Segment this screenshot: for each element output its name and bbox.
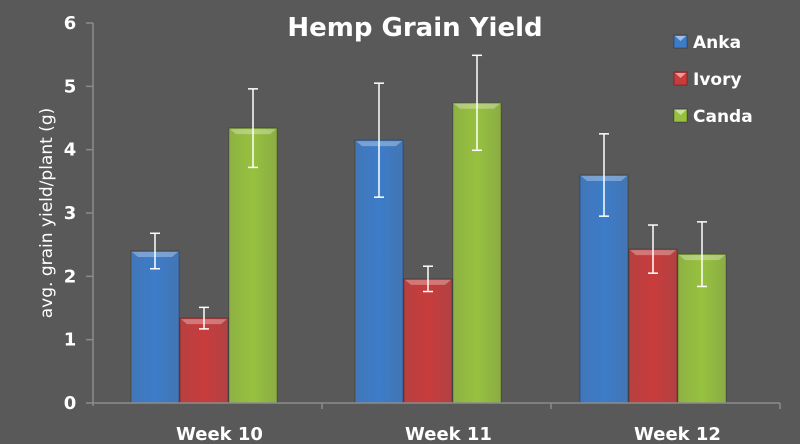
y-tick-label: 4 — [64, 140, 77, 161]
error-bar — [199, 306, 209, 330]
y-axis: 0 1 2 3 4 5 6 — [64, 13, 94, 414]
bar-anka — [130, 232, 180, 404]
legend-item-ivory: Ivory — [673, 70, 742, 90]
bar-canda — [228, 88, 278, 404]
bar-ivory — [403, 265, 453, 404]
chart-title: Hemp Grain Yield — [287, 13, 542, 43]
legend-label: Canda — [693, 107, 753, 127]
error-bar — [374, 82, 384, 198]
error-bar — [599, 133, 609, 217]
x-tick-label: Week 11 — [405, 424, 492, 444]
x-tick-label: Week 12 — [634, 424, 721, 444]
y-tick-label: 5 — [64, 76, 77, 97]
bars — [130, 54, 727, 404]
bar-canda — [452, 54, 502, 404]
error-bar — [472, 54, 482, 152]
y-axis-label: avg. grain yield/plant (g) — [37, 108, 57, 319]
y-tick-label: 2 — [64, 266, 77, 287]
legend-label: Ivory — [693, 70, 742, 90]
bar-anka — [354, 82, 404, 404]
y-tick-label: 0 — [64, 393, 77, 414]
error-bar — [423, 265, 433, 293]
y-tick-label: 6 — [64, 13, 77, 34]
bar-anka — [579, 133, 629, 404]
legend: Anka Ivory Canda — [673, 33, 753, 127]
legend-item-canda: Canda — [673, 107, 753, 127]
error-bar — [697, 221, 707, 288]
y-tick-label: 3 — [64, 203, 77, 224]
bar-ivory — [628, 224, 678, 404]
x-axis: Week 10 Week 11 Week 12 — [93, 402, 781, 444]
x-tick-label: Week 10 — [176, 424, 263, 444]
error-bar — [150, 232, 160, 270]
legend-swatch — [673, 108, 688, 123]
legend-item-anka: Anka — [673, 33, 741, 53]
legend-label: Anka — [693, 33, 741, 53]
error-bar — [648, 224, 658, 274]
error-bar — [248, 88, 258, 169]
legend-swatch — [673, 71, 688, 86]
bar-canda — [677, 221, 727, 404]
legend-swatch — [673, 34, 688, 49]
bar-ivory — [179, 306, 229, 404]
y-tick-label: 1 — [64, 330, 77, 351]
